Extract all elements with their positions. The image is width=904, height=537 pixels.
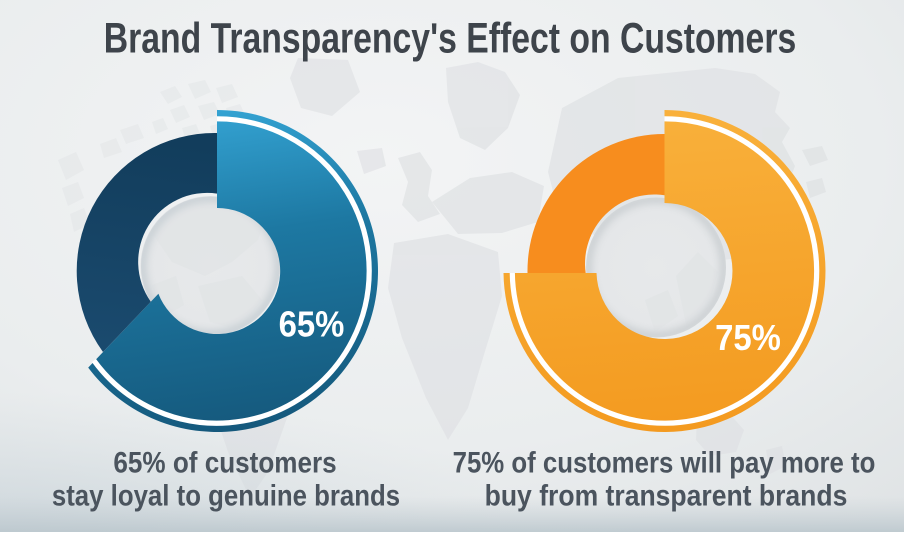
svg-text:65%: 65% bbox=[279, 305, 345, 345]
svg-text:65% of customers: 65% of customers bbox=[113, 446, 336, 479]
svg-text:Brand Transparency's Effect on: Brand Transparency's Effect on Customers bbox=[104, 15, 796, 63]
svg-text:75%: 75% bbox=[715, 318, 781, 358]
svg-text:buy from transparent brands: buy from transparent brands bbox=[485, 479, 848, 513]
svg-text:75% of customers will pay more: 75% of customers will pay more to bbox=[453, 446, 876, 479]
svg-text:stay loyal to genuine brands: stay loyal to genuine brands bbox=[52, 479, 400, 512]
